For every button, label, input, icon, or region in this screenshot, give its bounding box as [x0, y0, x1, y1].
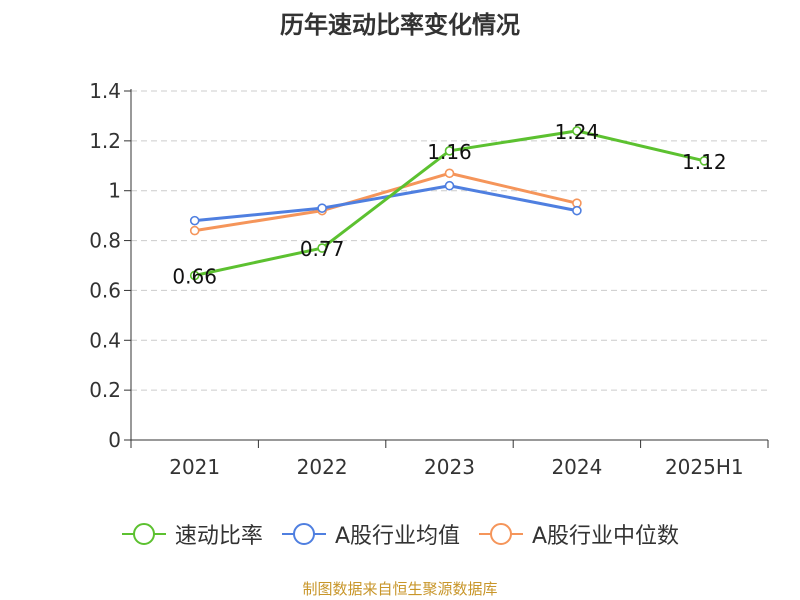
x-tick-label: 2025H1: [665, 455, 744, 479]
data-point: [317, 243, 327, 253]
gridlines: [131, 90, 768, 391]
x-tick-label: 2021: [169, 455, 220, 479]
data-point: [444, 146, 455, 156]
legend-line-circle-icon: [281, 523, 326, 545]
data-point: [317, 203, 327, 213]
y-tick-label: 0: [108, 428, 121, 452]
data-point: [444, 168, 455, 179]
data-point: [189, 225, 200, 236]
data-point: [189, 270, 200, 281]
legend-label: A股行业中位数: [532, 524, 680, 549]
y-tick-label: 1.4: [89, 79, 121, 103]
axes: 0 0.2 0.4 0.6 0.8 1 1.2 1.4 2021 2022 2023 2024 2025…: [89, 79, 769, 479]
y-tick-label: 1.2: [89, 129, 121, 153]
data-label: 0.77: [300, 237, 345, 261]
data-labels: 0.66 0.77 1.16 1.24 1.12: [172, 120, 726, 289]
series-line-1: [194, 184, 578, 223]
series-lines: [189, 126, 710, 281]
legend-label: 速动比率: [174, 524, 263, 549]
legend-item[interactable]: 速动比率: [121, 518, 263, 550]
data-point: [572, 126, 582, 136]
legend-item[interactable]: A股行业均值: [281, 518, 460, 550]
source-note: 制图数据来自恒生聚源数据库: [302, 580, 498, 598]
y-tick-label: 0.2: [89, 378, 121, 402]
chart-title: 历年速动比率变化情况: [280, 11, 520, 39]
x-tick-label: 2022: [297, 455, 348, 479]
x-tick-label: 2023: [424, 455, 475, 479]
y-tick-label: 1: [108, 179, 121, 203]
y-tick-label: 0.8: [89, 229, 121, 253]
data-point: [572, 205, 582, 216]
data-point: [699, 156, 710, 166]
data-point: [189, 215, 200, 226]
y-tick-label: 0.4: [89, 328, 121, 352]
legend: 速动比率 A股行业均值 A股行业中位数: [0, 518, 800, 550]
legend-line-circle-icon: [479, 523, 523, 545]
legend-line-circle-icon: [121, 523, 166, 545]
data-label: 1.24: [555, 120, 600, 144]
data-label: 0.66: [172, 264, 217, 288]
legend-item[interactable]: A股行业中位数: [478, 518, 679, 550]
data-label: 1.12: [682, 150, 727, 174]
legend-label: A股行业均值: [334, 524, 460, 549]
x-tick-label: 2024: [551, 455, 602, 479]
y-tick-label: 0.6: [89, 278, 121, 302]
data-label: 1.16: [427, 140, 472, 164]
data-point: [444, 180, 455, 191]
series-line-2: [194, 171, 578, 233]
